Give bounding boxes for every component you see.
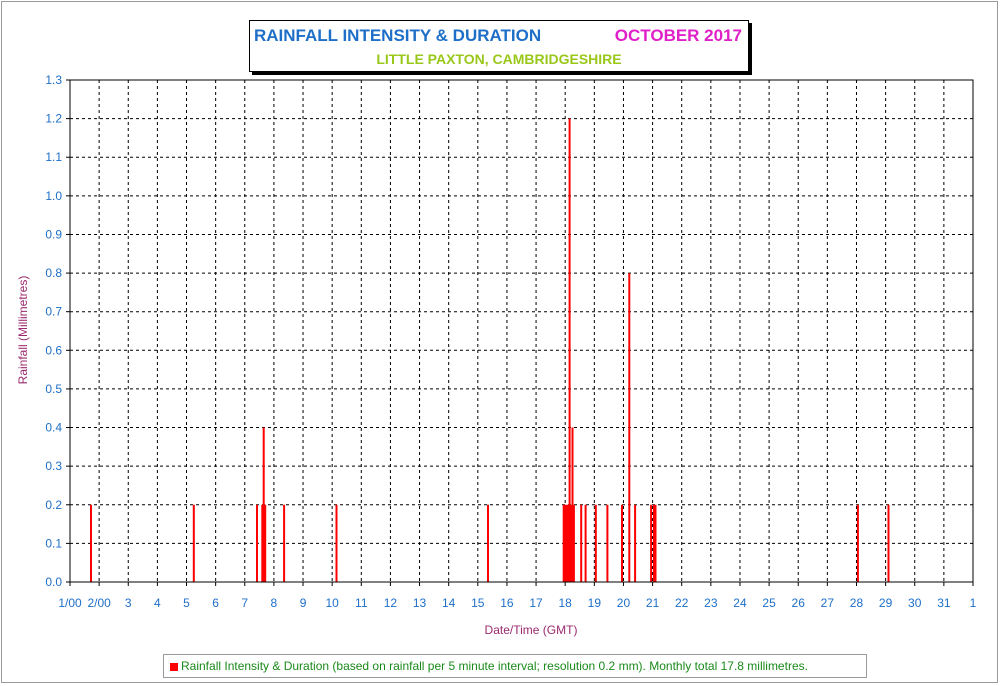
chart-subtitle: LITTLE PAXTON, CAMBRIDGESHIRE — [376, 51, 622, 67]
chart-title-month: OCTOBER 2017 — [614, 26, 742, 45]
chart-title: RAINFALL INTENSITY & DURATION — [254, 26, 542, 45]
legend: Rainfall Intensity & Duration (based on … — [163, 654, 867, 678]
legend-label: Rainfall Intensity & Duration (based on … — [181, 659, 808, 673]
legend-swatch — [170, 663, 178, 671]
chart-title-box: RAINFALL INTENSITY & DURATION OCTOBER 20… — [249, 20, 749, 72]
